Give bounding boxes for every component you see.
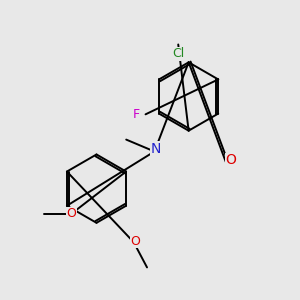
Text: O: O [226, 153, 237, 167]
Text: O: O [66, 207, 76, 220]
Text: O: O [130, 235, 140, 248]
Text: Cl: Cl [172, 47, 184, 61]
Text: F: F [133, 108, 140, 121]
Text: N: N [151, 142, 161, 156]
